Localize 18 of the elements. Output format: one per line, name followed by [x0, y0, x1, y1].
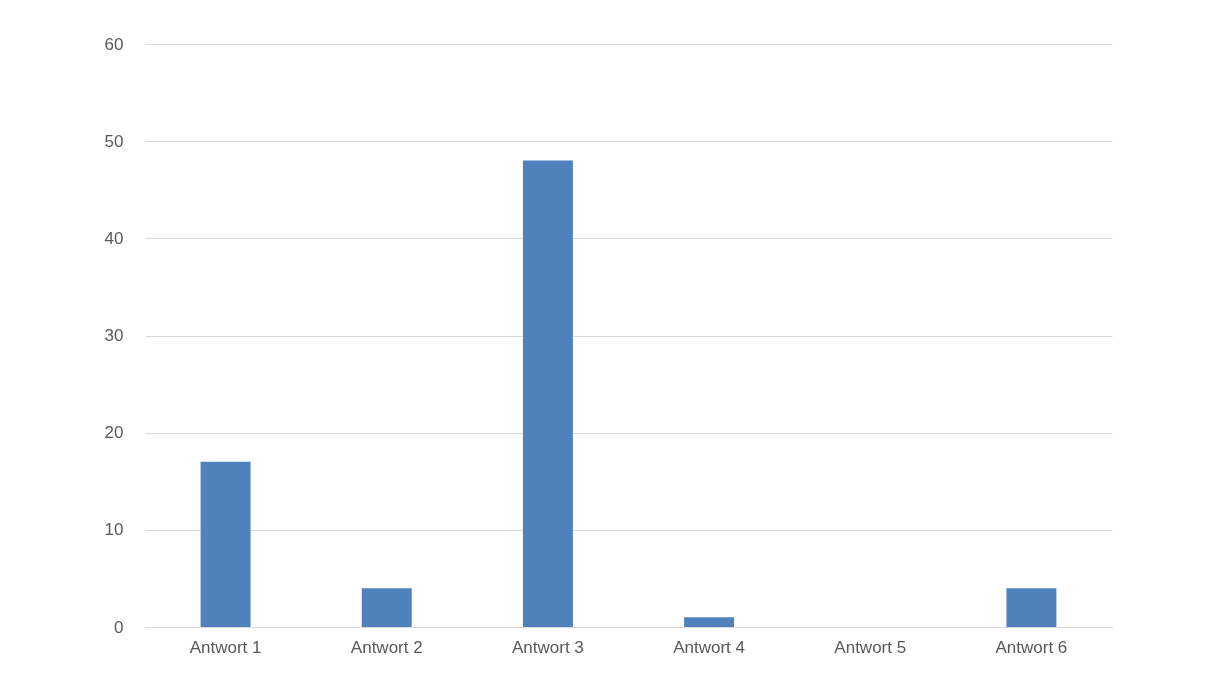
bar — [522, 160, 573, 627]
bar — [1006, 588, 1057, 627]
y-tick-label: 50 — [104, 131, 124, 151]
y-tick-label: 0 — [114, 617, 124, 637]
y-tick-label: 40 — [104, 228, 124, 248]
x-tick-label: Antwort 4 — [673, 637, 745, 657]
y-tick-label: 20 — [104, 423, 124, 443]
y-tick-label: 60 — [104, 34, 124, 54]
x-tick-label: Antwort 2 — [350, 637, 423, 657]
y-tick-label: 30 — [104, 326, 124, 345]
x-tick-label: Antwort 3 — [512, 637, 584, 657]
x-tick-label: Antwort 1 — [189, 637, 262, 657]
x-tick-label: Antwort 6 — [995, 637, 1068, 657]
x-tick-label: Antwort 5 — [834, 637, 907, 657]
bar — [684, 617, 735, 627]
y-tick-label: 10 — [104, 520, 124, 540]
bar — [200, 461, 251, 627]
bar — [361, 588, 412, 627]
